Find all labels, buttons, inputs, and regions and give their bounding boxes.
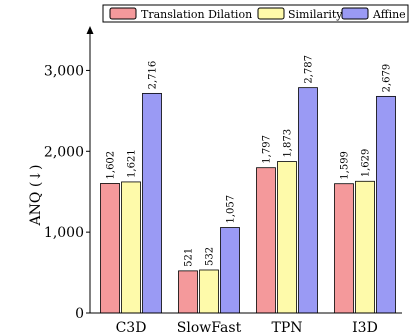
bar [121, 181, 141, 314]
bar [178, 270, 198, 314]
bar [277, 161, 297, 314]
bar-value-label: 1,629 [361, 149, 372, 178]
bar-value-label: 2,787 [304, 55, 315, 84]
y-axis-arrow [86, 26, 94, 34]
legend-label: Affine [372, 8, 406, 21]
bar-value-label: 1,599 [340, 151, 351, 180]
bar-value-label: 1,621 [127, 149, 138, 178]
y-tick-label: 0 [75, 306, 84, 322]
bar [334, 183, 354, 314]
bar [298, 87, 318, 314]
bar-value-label: 1,057 [226, 195, 237, 224]
bar-value-label: 532 [205, 247, 216, 266]
legend-swatch [341, 7, 369, 20]
y-tick-label: 3,000 [44, 63, 84, 79]
bar-value-label: 521 [184, 248, 195, 267]
legend-swatch [257, 7, 285, 20]
bar-value-label: 1,602 [106, 151, 117, 180]
x-category-label: TPN [271, 320, 302, 334]
legend-label: Translation Dilation [141, 8, 252, 21]
bar [376, 95, 396, 314]
bar [355, 180, 375, 314]
legend-label: Similarity [288, 8, 343, 21]
y-tick-label: 1,000 [44, 225, 84, 241]
y-axis-ticks: 0 1,000 2,000 3,000 [44, 63, 90, 322]
bars: 1,602 1,621 2,716 521 532 1,057 1,797 1,873 2,78… [100, 55, 396, 314]
x-axis-categories: C3D SlowFast TPN I3D [116, 320, 378, 334]
bar [220, 227, 240, 314]
bar [100, 183, 120, 314]
x-category-label: C3D [116, 320, 147, 334]
legend-swatch [109, 7, 137, 20]
bar [256, 167, 276, 314]
bar-value-label: 2,679 [382, 64, 393, 93]
bar [199, 269, 219, 314]
legend: Translation Dilation Similarity Affine [102, 4, 409, 23]
y-tick-label: 2,000 [44, 144, 84, 160]
y-axis-label: ANQ (↓) [28, 165, 44, 227]
legend-box [102, 4, 409, 23]
axes [86, 26, 402, 314]
bar-value-label: 1,873 [283, 129, 294, 158]
bar-value-label: 2,716 [148, 61, 159, 90]
x-category-label: I3D [352, 320, 378, 334]
bar-value-label: 1,797 [262, 135, 273, 164]
x-category-label: SlowFast [177, 320, 242, 334]
bar [142, 92, 162, 314]
